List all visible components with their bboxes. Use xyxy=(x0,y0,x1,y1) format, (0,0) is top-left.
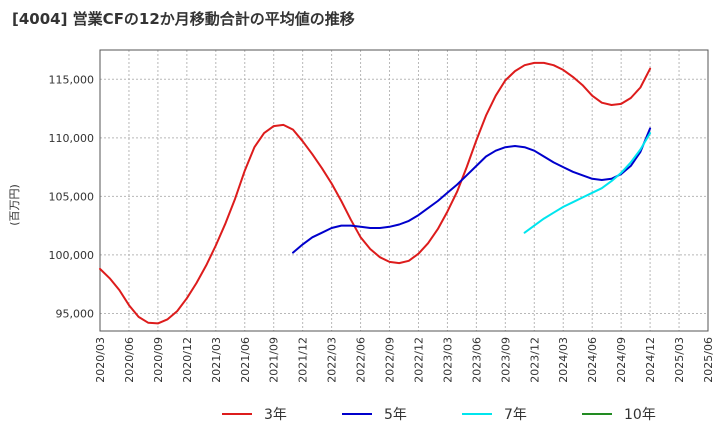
series-line-3 xyxy=(523,132,652,234)
y-axis-label: (百万円) xyxy=(8,184,21,226)
x-tick-label: 2024/09 xyxy=(615,337,628,383)
y-tick-label: 115,000 xyxy=(49,73,95,86)
series-line-1 xyxy=(99,61,652,325)
legend: 3年 5年 7年 10年 xyxy=(222,407,656,423)
x-tick-label: 2022/03 xyxy=(326,337,339,383)
chart-title: [4004] 営業CFの12か月移動合計の平均値の推移 xyxy=(12,10,355,28)
x-tick-label: 2021/12 xyxy=(297,337,310,383)
y-tick-label: 105,000 xyxy=(49,190,95,203)
x-tick-label: 2021/06 xyxy=(239,337,252,383)
x-tick-label: 2021/09 xyxy=(268,337,281,383)
x-tick-label: 2024/06 xyxy=(586,337,599,383)
x-tick-label: 2025/06 xyxy=(702,337,715,383)
y-axis: 95,000 100,000 105,000 110,000 115,000 xyxy=(49,73,95,320)
x-tick-label: 2023/03 xyxy=(441,337,454,383)
series-lines xyxy=(99,61,652,325)
gridlines xyxy=(99,50,709,331)
legend-label: 7年 xyxy=(504,407,527,423)
plot-area xyxy=(99,49,709,332)
x-axis: 2020/03 2020/06 2020/09 2020/12 2021/03 2021/… xyxy=(94,337,715,383)
x-tick-label: 2023/06 xyxy=(470,337,483,383)
series-line-2 xyxy=(292,127,652,254)
x-tick-label: 2020/12 xyxy=(181,337,194,383)
y-tick-label: 95,000 xyxy=(56,307,95,320)
x-tick-label: 2020/03 xyxy=(94,337,107,383)
legend-label: 5年 xyxy=(384,407,407,423)
x-tick-label: 2022/06 xyxy=(355,337,368,383)
x-tick-label: 2022/09 xyxy=(384,337,397,383)
x-tick-label: 2024/03 xyxy=(557,337,570,383)
x-tick-label: 2020/09 xyxy=(152,337,165,383)
legend-label: 3年 xyxy=(264,407,287,423)
x-tick-label: 2022/12 xyxy=(412,337,425,383)
x-tick-label: 2023/12 xyxy=(528,337,541,383)
x-tick-label: 2025/03 xyxy=(673,337,686,383)
y-tick-label: 100,000 xyxy=(49,249,95,262)
x-tick-label: 2020/06 xyxy=(123,337,136,383)
x-tick-label: 2024/12 xyxy=(644,337,657,383)
x-tick-label: 2023/09 xyxy=(499,337,512,383)
y-tick-label: 110,000 xyxy=(49,132,95,145)
legend-label: 10年 xyxy=(624,407,656,423)
x-tick-label: 2021/03 xyxy=(210,337,223,383)
